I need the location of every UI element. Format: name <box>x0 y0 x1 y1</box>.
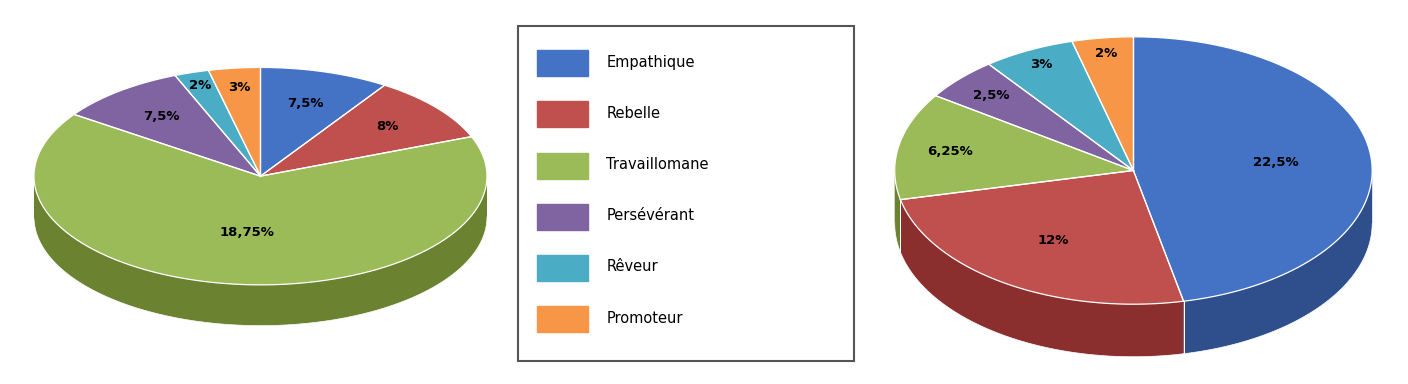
Bar <box>536 255 587 281</box>
Polygon shape <box>901 200 1184 357</box>
Text: 22,5%: 22,5% <box>1253 156 1298 169</box>
Bar <box>536 101 587 127</box>
Polygon shape <box>260 85 472 176</box>
Text: 3%: 3% <box>1029 58 1052 71</box>
Polygon shape <box>34 114 487 285</box>
Text: Persévérant: Persévérant <box>607 209 694 223</box>
Text: 6,25%: 6,25% <box>928 145 973 157</box>
Text: 18,75%: 18,75% <box>220 226 275 239</box>
Polygon shape <box>894 170 901 252</box>
Text: Promoteur: Promoteur <box>607 311 683 326</box>
Bar <box>536 152 587 179</box>
FancyBboxPatch shape <box>518 26 855 361</box>
Text: 2,5%: 2,5% <box>973 89 1010 102</box>
Text: 2%: 2% <box>1095 47 1118 60</box>
Text: 3%: 3% <box>228 81 251 94</box>
Text: Rêveur: Rêveur <box>607 260 658 275</box>
Text: 8%: 8% <box>376 120 398 133</box>
Text: Rebelle: Rebelle <box>607 106 660 121</box>
Polygon shape <box>901 170 1184 304</box>
Bar <box>536 306 587 332</box>
Polygon shape <box>1133 37 1373 301</box>
Polygon shape <box>1071 37 1133 170</box>
Polygon shape <box>34 176 487 326</box>
Text: 7,5%: 7,5% <box>144 110 179 123</box>
Polygon shape <box>935 64 1133 170</box>
Text: Travaillomane: Travaillomane <box>607 157 708 172</box>
Bar <box>536 50 587 76</box>
Polygon shape <box>175 70 260 176</box>
Text: Empathique: Empathique <box>607 55 694 70</box>
Polygon shape <box>1184 170 1373 354</box>
Polygon shape <box>260 68 384 176</box>
Polygon shape <box>75 75 260 176</box>
Polygon shape <box>988 41 1133 170</box>
Text: 12%: 12% <box>1038 234 1069 247</box>
Text: 7,5%: 7,5% <box>287 97 324 110</box>
Polygon shape <box>208 68 260 176</box>
Polygon shape <box>894 96 1133 200</box>
Text: 2%: 2% <box>189 78 211 91</box>
Bar <box>536 204 587 230</box>
